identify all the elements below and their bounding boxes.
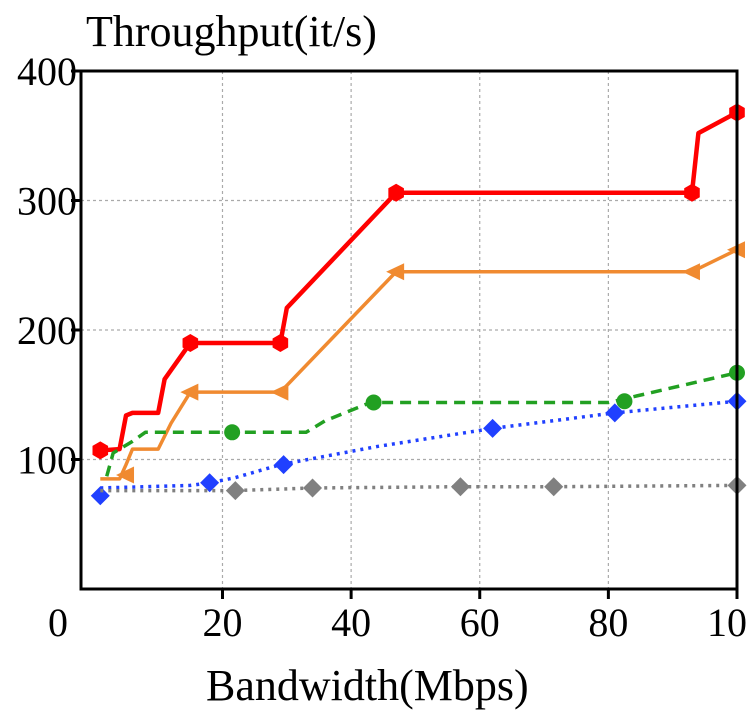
data-point [681,263,700,281]
x-tick-label: 100 [707,600,747,645]
data-point [274,455,294,475]
data-point [388,183,404,202]
series-2 [100,241,745,484]
data-point [386,263,405,281]
x-tick-label: 60 [460,600,500,645]
series-5 [100,475,747,501]
data-point [116,466,135,484]
x-tick-label: 80 [588,600,628,645]
data-point [270,383,289,401]
series-3 [105,364,745,477]
data-point [180,383,199,401]
series-1 [92,103,745,460]
y-tick-label: 200 [17,308,77,353]
data-point [303,478,323,498]
data-point [90,486,110,506]
series-4 [90,391,747,506]
series-line [100,110,739,453]
grid [81,70,738,589]
data-point [182,333,199,352]
y-tick-label: 100 [17,438,77,483]
data-point [365,394,382,411]
x-tick-label: 40 [331,600,371,645]
data-point [544,477,564,497]
data-point [225,481,245,501]
data-point [616,393,633,410]
y-tick-label: 300 [17,179,77,224]
series-line [105,371,738,477]
series-line [100,399,738,490]
data-point [483,418,503,438]
data-point [450,477,470,497]
ticks: 20 40 60 80 100 100 200 300 400 [17,49,747,645]
y-axis-title: Throughput(it/s) [86,7,377,56]
x-tick-label: 20 [202,600,242,645]
data-point [684,183,700,202]
series-layer [90,103,747,506]
data-point [605,403,625,423]
data-point [224,424,241,441]
series-line [100,483,738,493]
data-point [272,333,289,352]
x-axis-title: Bandwidth(Mbps) [206,661,529,710]
y-tick-label: 400 [17,49,77,94]
origin-label: 0 [48,600,68,645]
data-point [92,441,109,460]
data-point [200,473,220,493]
series-line [100,248,738,481]
